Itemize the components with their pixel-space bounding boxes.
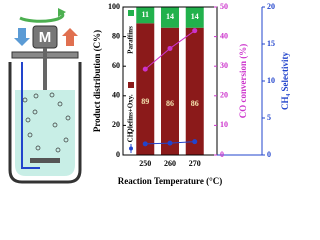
arrow-head xyxy=(58,8,66,17)
y2-tick-label: 0 xyxy=(220,150,224,159)
inlet-arrow xyxy=(18,28,26,38)
gas-inlet xyxy=(21,62,40,169)
legend-label: CH₄ xyxy=(127,129,135,143)
y-tick-label: 80 xyxy=(112,31,120,40)
bar-segment xyxy=(185,27,204,155)
motor-label: M xyxy=(39,29,52,46)
y3-tick-label: 10 xyxy=(267,76,275,85)
value-label: 14 xyxy=(191,12,199,21)
y-tick-label: 40 xyxy=(112,91,120,100)
bar-segment xyxy=(136,23,155,156)
reactor-diagram: M xyxy=(8,8,82,184)
y2-tick-label: 40 xyxy=(220,31,228,40)
point xyxy=(167,140,173,146)
outlet-arrow-head xyxy=(62,28,78,36)
legend-swatch xyxy=(128,82,134,88)
y2-tick-label: 10 xyxy=(220,120,228,129)
point xyxy=(192,28,198,34)
x-tick-label: 270 xyxy=(189,159,201,168)
bubbles xyxy=(22,92,71,153)
point xyxy=(142,141,148,147)
slurry xyxy=(15,90,75,176)
y-tick-label: 60 xyxy=(112,61,120,70)
y-axis-label: Product distribution (C%) xyxy=(92,30,102,132)
legend-marker xyxy=(129,146,133,151)
legend-swatch xyxy=(128,10,134,16)
y3-tick-label: 0 xyxy=(267,150,271,159)
y3-tick-label: 15 xyxy=(267,39,275,48)
y-tick-label: 20 xyxy=(112,120,120,129)
plot-frame xyxy=(122,6,218,156)
x-tick-label: 260 xyxy=(164,159,176,168)
bar-segment xyxy=(185,7,204,28)
bar-segment xyxy=(161,7,179,28)
chart: 8911250861426086142700204060801000102030… xyxy=(92,2,290,186)
rotation-arrow xyxy=(19,10,65,23)
outlet-arrow xyxy=(66,36,74,46)
value-label: 11 xyxy=(141,10,149,19)
inlet-arrow-head xyxy=(14,38,30,46)
bar-segment xyxy=(136,7,155,24)
impeller xyxy=(30,158,60,163)
point xyxy=(192,139,198,145)
y-tick-label: 100 xyxy=(108,2,120,11)
bar-segment xyxy=(161,27,179,155)
y2-tick-label: 30 xyxy=(220,61,228,70)
y2-tick-label: 20 xyxy=(220,91,228,100)
point xyxy=(142,66,148,72)
value-label: 86 xyxy=(191,99,199,108)
figure: M 89112508614260861427002040608010001020… xyxy=(8,2,290,186)
value-label: 86 xyxy=(166,99,174,108)
y2-axis-label: CO conversion (%) xyxy=(238,44,248,119)
x-axis-label: Reaction Temperature (°C) xyxy=(118,176,222,186)
y3-tick-label: 5 xyxy=(267,113,271,122)
value-label: 14 xyxy=(166,12,174,21)
x-tick-label: 250 xyxy=(139,159,151,168)
point xyxy=(167,45,173,51)
y2-tick-label: 50 xyxy=(220,2,228,11)
legend-label: Paraffins xyxy=(127,26,135,54)
vessel xyxy=(8,62,82,184)
value-label: 89 xyxy=(141,97,149,106)
y3-axis-label: CH₄ Selectivity xyxy=(280,52,290,110)
legend-label: Olefins+Oxy. xyxy=(127,94,135,133)
y-tick-label: 0 xyxy=(116,150,120,159)
y3-tick-label: 20 xyxy=(267,2,275,11)
